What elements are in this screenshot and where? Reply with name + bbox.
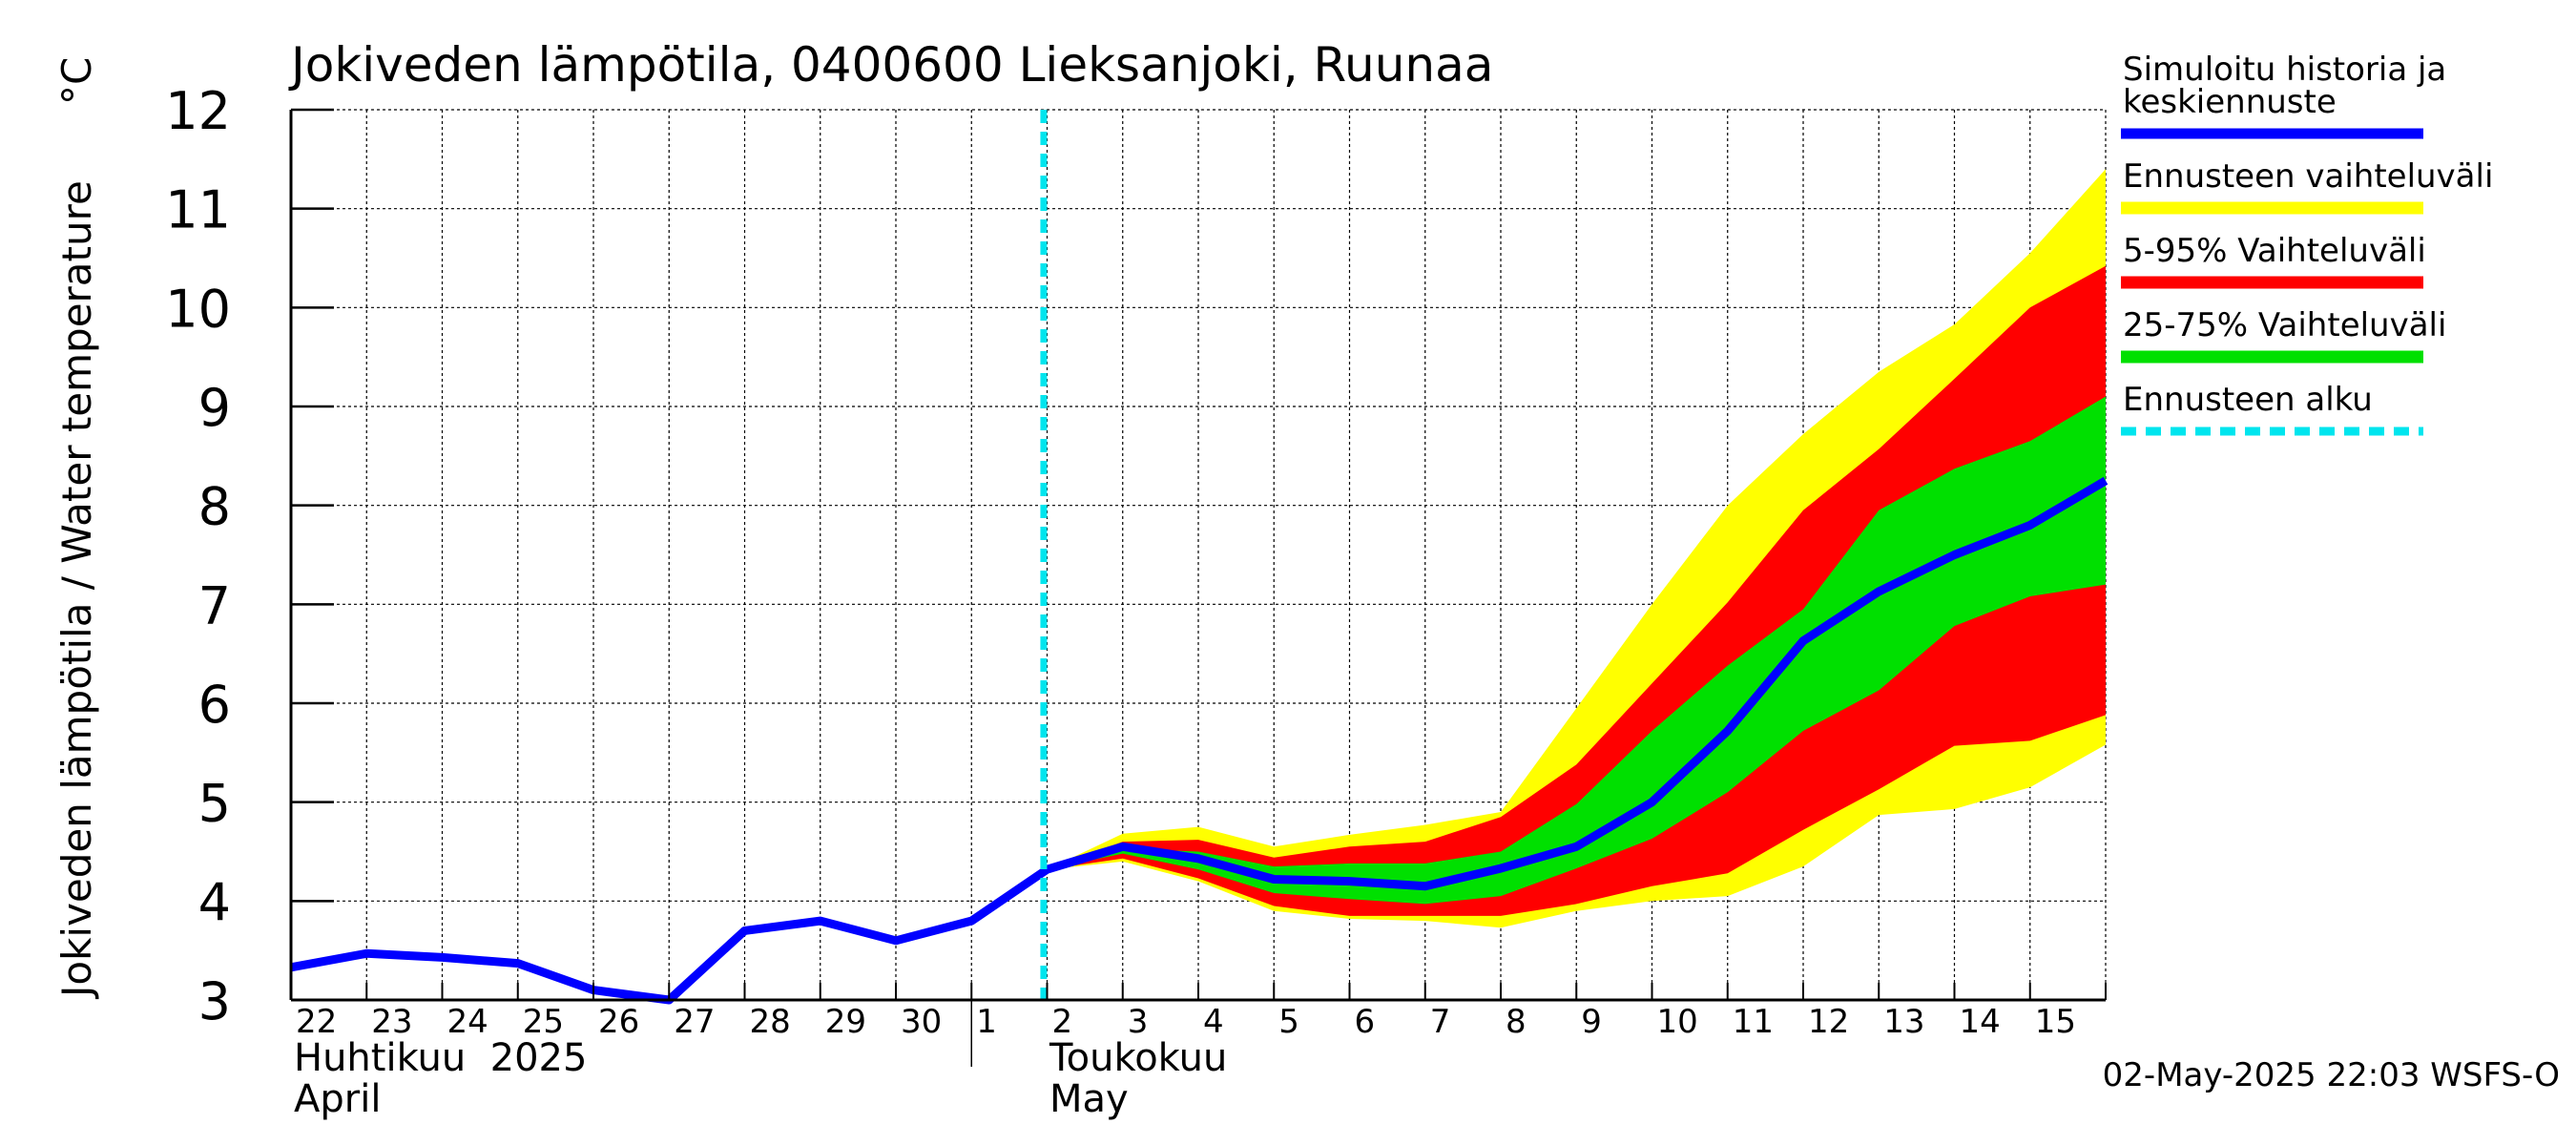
x-tick-label: 12	[1808, 1003, 1849, 1041]
y-tick-label: 7	[198, 575, 231, 635]
y-tick-label: 3	[198, 971, 231, 1031]
x-tick-label: 2	[1052, 1003, 1073, 1041]
legend-label-simulated-2: keskiennuste	[2123, 83, 2337, 121]
axes	[289, 108, 2107, 1067]
y-tick-label: 12	[165, 81, 231, 141]
x-tick-label: 6	[1355, 1003, 1376, 1041]
legend-label-5-95: 5-95% Vaihteluväli	[2123, 232, 2426, 270]
x-tick-label: 1	[976, 1003, 997, 1041]
month-label-may-en: May	[1049, 1077, 1129, 1121]
x-tick-label: 10	[1657, 1003, 1698, 1041]
y-tick-labels: 3 4 5 6 7 8 9 10 11 12	[165, 81, 231, 1031]
x-tick-label: 28	[750, 1003, 791, 1041]
y-tick-label: 10	[165, 279, 231, 339]
x-tick-label: 27	[674, 1003, 715, 1041]
month-label-april-fi: Huhtikuu 2025	[294, 1036, 587, 1080]
x-tick-label: 9	[1581, 1003, 1602, 1041]
y-tick-label: 5	[198, 774, 231, 834]
x-tick-label: 25	[523, 1003, 564, 1041]
legend-label-simulated: Simuloitu historia ja	[2123, 51, 2446, 89]
chart-title: Jokiveden lämpötila, 0400600 Lieksanjoki…	[288, 37, 1493, 93]
footer-timestamp: 02-May-2025 22:03 WSFS-O	[2103, 1056, 2560, 1094]
band-2	[1047, 265, 2106, 916]
x-tick-label: 24	[447, 1003, 488, 1041]
x-tick-label: 29	[825, 1003, 866, 1041]
month-label-april-en: April	[294, 1077, 381, 1121]
y-tick-label: 8	[198, 477, 231, 537]
x-tick-label: 8	[1506, 1003, 1527, 1041]
x-tick-label: 30	[901, 1003, 942, 1041]
legend-label-forecast-start: Ennusteen alku	[2123, 381, 2373, 419]
x-tick-label: 23	[371, 1003, 412, 1041]
legend-label-range: Ennusteen vaihteluväli	[2123, 157, 2493, 196]
y-tick-label: 4	[198, 872, 231, 932]
x-tick-label: 22	[296, 1003, 337, 1041]
x-tick-labels: 22 23 24 25 26 27 28 29 30 1 2 3 4 5 6 7 8 9 10 11 12 13 14 15	[296, 1003, 2076, 1041]
x-tick-label: 4	[1203, 1003, 1224, 1041]
legend-label-25-75: 25-75% Vaihteluväli	[2123, 306, 2446, 344]
x-tick-label: 14	[1960, 1003, 2001, 1041]
x-tick-label: 15	[2035, 1003, 2076, 1041]
x-tick-label: 26	[598, 1003, 639, 1041]
y-axis-label: Jokiveden lämpötila / Water temperature	[53, 180, 100, 1000]
legend: Simuloitu historia ja keskiennuste Ennus…	[2121, 51, 2493, 436]
y-tick-label: 11	[165, 180, 231, 240]
y-axis-unit: °C	[53, 57, 100, 105]
month-label-may-fi: Toukokuu	[1049, 1036, 1227, 1080]
y-tick-label: 9	[198, 378, 231, 438]
x-tick-label: 3	[1128, 1003, 1149, 1041]
x-tick-label: 7	[1430, 1003, 1451, 1041]
x-tick-label: 11	[1733, 1003, 1774, 1041]
x-tick-label: 5	[1278, 1003, 1299, 1041]
x-tick-label: 13	[1883, 1003, 1924, 1041]
y-tick-label: 6	[198, 675, 231, 735]
